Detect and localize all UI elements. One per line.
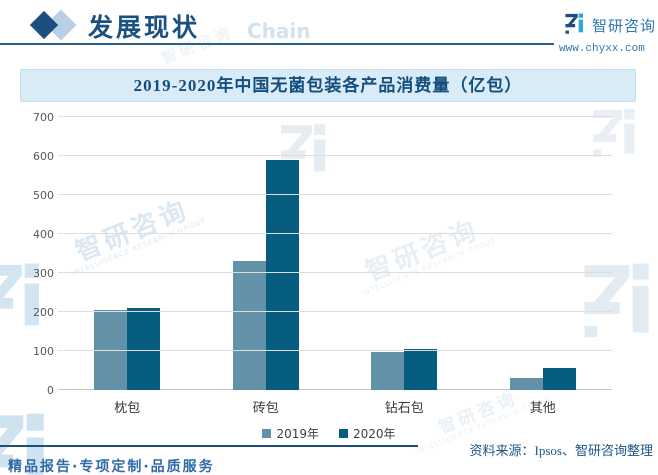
y-tick-label: 200	[33, 306, 54, 319]
section-title: 发展现状	[88, 13, 201, 42]
chart-title: 2019-2020年中国无菌包装各产品消费量（亿包）	[133, 76, 523, 95]
bar-group	[474, 117, 613, 390]
legend-label: 2020年	[353, 427, 396, 441]
y-tick-label: 300	[33, 267, 54, 280]
gridline	[58, 311, 612, 312]
bar-2019年-钻石包	[371, 352, 405, 390]
y-tick-label: 0	[47, 384, 54, 397]
legend: 2019年 2020年	[0, 425, 658, 442]
y-tick-label: 700	[33, 111, 54, 124]
bar-group	[197, 117, 336, 390]
legend-item-2019年: 2019年	[262, 425, 319, 442]
header-divider	[0, 43, 554, 45]
gridline	[58, 272, 612, 273]
section-bullet-icon	[29, 9, 84, 41]
gridline	[58, 194, 612, 195]
chart-title-box: 2019-2020年中国无菌包装各产品消费量（亿包）	[20, 69, 636, 102]
bar-2019年-其他	[509, 377, 543, 390]
y-tick-label: 400	[33, 228, 54, 241]
bottom-divider	[0, 445, 418, 447]
gridline	[58, 116, 612, 117]
category-label: 钻石包	[384, 401, 424, 416]
category-label: 砖包	[252, 401, 279, 416]
y-tick-label: 500	[33, 189, 54, 202]
y-axis: 0 100 200 300 400 500 600 700	[18, 111, 54, 397]
brand-logo-icon	[565, 13, 587, 35]
bar-group	[335, 117, 474, 390]
gridline	[58, 155, 612, 156]
data-source: 资料来源：Ipsos、智研咨询整理	[469, 443, 653, 458]
bar-group	[58, 117, 197, 390]
category-labels: 枕包 砖包 钻石包 其他	[58, 397, 612, 416]
category-label: 枕包	[114, 401, 141, 416]
brand-name: 智研咨询	[592, 17, 657, 35]
category-label: 其他	[529, 401, 556, 416]
brand-url-link[interactable]: www.chyxx.com	[559, 43, 645, 55]
bar-2020年-砖包	[265, 159, 299, 390]
plot-area	[58, 116, 612, 390]
y-tick-label: 100	[33, 345, 54, 358]
bar-2020年-其他	[542, 367, 576, 390]
legend-item-2020年: 2020年	[339, 425, 396, 442]
footer-tagline: 精品报告·专项定制·品质服务	[8, 459, 215, 475]
y-tick-label: 600	[33, 150, 54, 163]
x-axis-line	[58, 389, 612, 390]
gridline	[58, 233, 612, 234]
chain-watermark-text: Chain	[247, 19, 311, 43]
bar-groups	[58, 117, 612, 390]
gridline	[58, 350, 612, 351]
bar-2019年-砖包	[232, 261, 266, 390]
legend-swatch	[262, 429, 272, 438]
legend-swatch	[339, 429, 348, 438]
bar-2020年-枕包	[127, 308, 161, 390]
legend-label: 2019年	[276, 427, 319, 441]
bar-2020年-钻石包	[404, 349, 438, 390]
